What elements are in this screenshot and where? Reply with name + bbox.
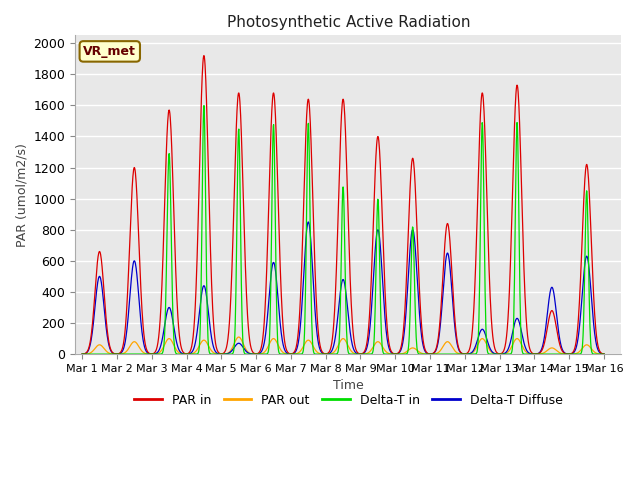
- Y-axis label: PAR (umol/m2/s): PAR (umol/m2/s): [15, 143, 28, 247]
- Text: VR_met: VR_met: [83, 45, 136, 58]
- Title: Photosynthetic Active Radiation: Photosynthetic Active Radiation: [227, 15, 470, 30]
- X-axis label: Time: Time: [333, 379, 364, 393]
- Legend: PAR in, PAR out, Delta-T in, Delta-T Diffuse: PAR in, PAR out, Delta-T in, Delta-T Dif…: [129, 389, 568, 412]
